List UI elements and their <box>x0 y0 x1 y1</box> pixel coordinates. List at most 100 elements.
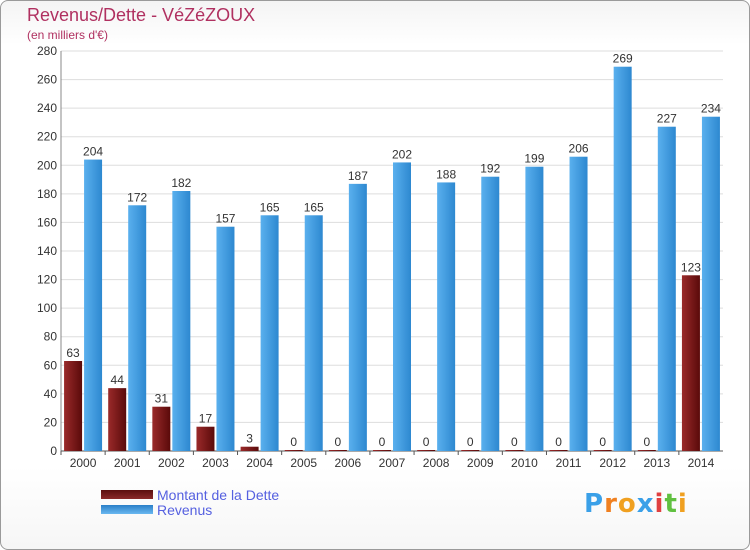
bar-debt <box>108 388 127 451</box>
data-label-revenue: 192 <box>480 162 500 176</box>
bar-revenue <box>701 116 720 451</box>
legend-swatch-revenue <box>101 505 153 514</box>
data-label-debt: 0 <box>290 435 297 449</box>
logo-letter: r <box>604 489 618 519</box>
x-tick-label: 2014 <box>688 456 715 470</box>
y-tick-label: 120 <box>37 273 57 287</box>
data-label-debt: 31 <box>155 392 169 406</box>
data-label-debt: 44 <box>111 373 125 387</box>
y-tick-label: 260 <box>37 73 57 87</box>
bar-debt <box>461 450 480 451</box>
y-tick-label: 160 <box>37 215 57 229</box>
data-label-revenue: 187 <box>348 169 368 183</box>
x-tick-label: 2011 <box>556 456 582 470</box>
x-tick-label: 2008 <box>423 456 450 470</box>
y-tick-label: 180 <box>37 187 57 201</box>
x-tick-label: 2002 <box>158 456 185 470</box>
y-tick-label: 220 <box>37 130 57 144</box>
data-label-debt: 0 <box>379 435 386 449</box>
data-label-debt: 0 <box>423 435 430 449</box>
x-tick-label: 2006 <box>335 456 362 470</box>
legend-label-debt: Montant de la Dette <box>157 486 280 503</box>
legend-label-revenue: Revenus <box>157 501 213 518</box>
y-tick-label: 80 <box>44 330 58 344</box>
bar-revenue <box>128 205 147 451</box>
bar-debt <box>328 450 347 451</box>
y-tick-label: 60 <box>44 358 58 372</box>
data-label-revenue: 157 <box>215 212 235 226</box>
data-label-debt: 0 <box>335 435 342 449</box>
bar-revenue <box>304 215 323 451</box>
bar-revenue <box>172 191 191 451</box>
x-tick-label: 2007 <box>379 456 406 470</box>
bar-debt <box>152 406 171 451</box>
chart-legend: Montant de la Dette Revenus <box>101 486 280 518</box>
bar-revenue <box>481 176 500 451</box>
data-label-revenue: 227 <box>657 112 677 126</box>
x-tick-label: 2000 <box>70 456 97 470</box>
data-label-revenue: 172 <box>127 190 147 204</box>
data-label-revenue: 202 <box>392 147 412 161</box>
data-label-revenue: 182 <box>171 176 191 190</box>
y-tick-label: 20 <box>44 415 58 429</box>
data-label-debt: 0 <box>467 435 474 449</box>
x-tick-label: 2013 <box>643 456 670 470</box>
bar-debt <box>196 426 215 451</box>
y-tick-label: 240 <box>37 101 57 115</box>
y-tick-label: 200 <box>37 158 57 172</box>
logo-letter: i <box>677 489 688 519</box>
bar-debt <box>417 450 436 451</box>
chart-subtitle: (en milliers d'€) <box>27 28 108 42</box>
data-label-revenue: 206 <box>569 142 589 156</box>
bar-revenue <box>525 166 544 451</box>
data-label-revenue: 234 <box>701 102 721 116</box>
bar-revenue <box>613 66 632 451</box>
bar-revenue <box>84 159 103 452</box>
y-tick-label: 0 <box>50 444 57 458</box>
data-label-debt: 63 <box>66 346 80 360</box>
logo-letter: P <box>584 489 605 519</box>
bar-debt <box>549 450 568 451</box>
logo-letter: o <box>617 489 637 519</box>
x-tick-label: 2003 <box>202 456 229 470</box>
bar-revenue <box>569 156 588 451</box>
y-tick-label: 280 <box>37 44 57 58</box>
proxiti-logo: Proxiti <box>584 489 688 519</box>
logo-letter: i <box>654 489 665 519</box>
legend-item-debt: Montant de la Dette <box>101 486 280 503</box>
y-tick-label: 40 <box>44 387 58 401</box>
bar-revenue <box>393 162 411 451</box>
legend-swatch-debt <box>101 490 153 499</box>
data-label-debt: 17 <box>199 412 213 426</box>
bar-debt <box>373 450 391 451</box>
x-tick-label: 2004 <box>246 456 273 470</box>
legend-item-revenue: Revenus <box>101 501 279 518</box>
logo-letter: x <box>636 489 655 519</box>
y-tick-label: 140 <box>37 244 57 258</box>
data-label-debt: 3 <box>246 432 253 446</box>
bar-revenue <box>260 215 279 451</box>
logo-letter: t <box>664 489 678 519</box>
bar-debt <box>593 450 612 451</box>
bar-debt <box>240 446 259 451</box>
x-tick-label: 2012 <box>599 456 626 470</box>
data-label-revenue: 199 <box>524 152 544 166</box>
bar-debt <box>284 450 303 451</box>
bar-debt <box>637 450 656 451</box>
bar-debt <box>681 275 700 451</box>
bar-revenue <box>216 226 235 451</box>
data-label-revenue: 269 <box>613 52 633 66</box>
y-tick-label: 100 <box>37 301 57 315</box>
x-tick-label: 2005 <box>290 456 317 470</box>
x-tick-label: 2009 <box>467 456 494 470</box>
x-tick-label: 2001 <box>114 456 141 470</box>
bar-revenue <box>348 183 367 451</box>
data-label-revenue: 204 <box>83 145 103 159</box>
bar-debt <box>64 361 83 451</box>
bar-revenue <box>437 182 456 451</box>
data-label-debt: 0 <box>599 435 606 449</box>
chart-title: Revenus/Dette - VéZéZOUX <box>27 5 256 25</box>
data-label-debt: 0 <box>511 435 518 449</box>
